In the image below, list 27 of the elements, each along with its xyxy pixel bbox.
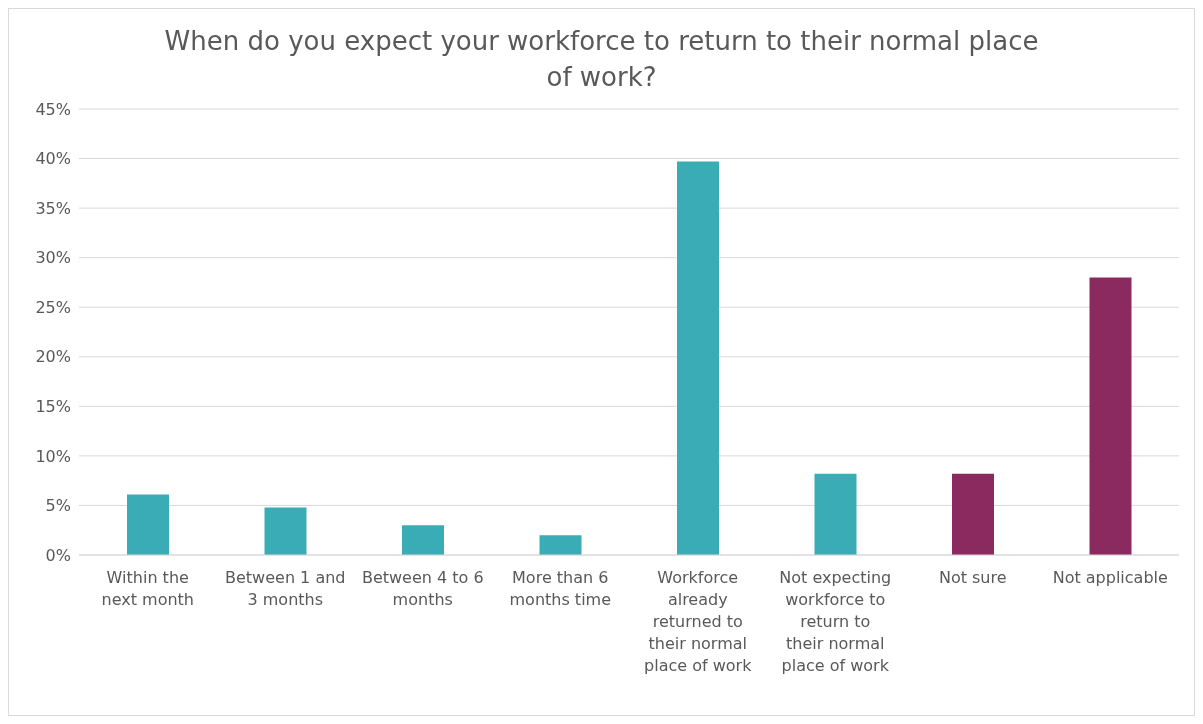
- bar: [1089, 277, 1132, 555]
- chart-title: When do you expect your workforce to return to their normal place of work?: [163, 25, 1040, 94]
- y-tick-label: 45%: [35, 99, 71, 119]
- y-tick-label: 25%: [35, 297, 71, 317]
- x-tick-label: Not applicable: [1052, 568, 1168, 587]
- x-tick-label: Not expecting workforce to return to their normal place of work: [779, 568, 892, 675]
- y-tick-label: 5%: [45, 496, 71, 516]
- bar: [127, 494, 169, 555]
- x-tick-label: More than 6 months time: [509, 568, 611, 609]
- bar: [814, 473, 857, 555]
- bar: [264, 507, 307, 555]
- y-tick-label: 40%: [35, 149, 71, 169]
- bar: [952, 473, 994, 555]
- y-tick-label: 15%: [35, 397, 71, 417]
- y-tick-label: 0%: [45, 545, 71, 565]
- x-tick-label: Within the next month: [101, 568, 194, 609]
- bar: [402, 525, 444, 555]
- x-tick-label: Between 4 to 6 months: [361, 568, 484, 609]
- y-tick-label: 35%: [35, 198, 71, 218]
- y-tick-label: 10%: [35, 446, 71, 466]
- bar: [677, 161, 719, 555]
- y-tick-label: 30%: [35, 248, 71, 268]
- x-tick-label: Not sure: [938, 568, 1007, 587]
- x-tick-label: Workforce already returned to their normal place of work: [644, 568, 753, 675]
- y-tick-label: 20%: [35, 347, 71, 367]
- x-tick-label: Between 1 and 3 months: [225, 568, 346, 609]
- bar: [539, 535, 582, 555]
